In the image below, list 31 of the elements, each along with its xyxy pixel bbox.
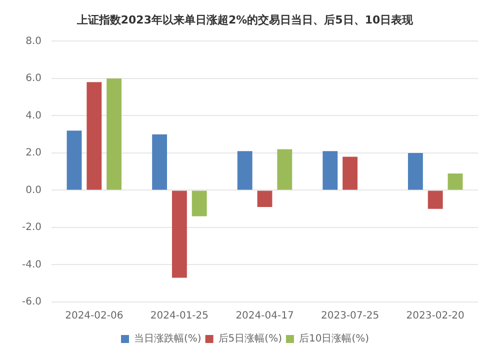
y-tick-label: 8.0 xyxy=(26,36,42,47)
bar xyxy=(237,151,252,190)
x-tick-label: 2023-07-25 xyxy=(320,310,380,322)
y-tick-label: -2.0 xyxy=(22,222,42,234)
bar xyxy=(448,173,463,190)
legend-label: 当日涨跌幅(%) xyxy=(134,332,202,345)
y-tick-label: 4.0 xyxy=(26,110,42,122)
bar xyxy=(408,152,423,190)
bar xyxy=(192,190,207,216)
bar xyxy=(152,134,168,190)
bar xyxy=(106,78,122,190)
x-tick-label: 2023-02-20 xyxy=(406,310,464,322)
legend-label: 后10日涨幅(%) xyxy=(298,332,370,345)
bar xyxy=(172,190,187,278)
y-tick-label: 6.0 xyxy=(26,73,42,84)
y-tick-label: -4.0 xyxy=(22,259,42,270)
x-tick-label: 2024-02-06 xyxy=(65,310,124,322)
bar xyxy=(322,151,338,190)
bar xyxy=(66,130,82,190)
bar xyxy=(428,190,443,209)
chart-title: 上证指数2023年以来单日涨超2%的交易日当日、后5日、10日表现 xyxy=(76,13,414,26)
bar xyxy=(342,156,358,190)
x-tick-label: 2024-01-25 xyxy=(150,310,209,322)
y-tick-label: -6.0 xyxy=(22,296,42,308)
legend-label: 后5日涨幅(%) xyxy=(218,332,282,345)
y-tick-label: 2.0 xyxy=(26,148,42,159)
x-tick-label: 2024-04-17 xyxy=(236,310,294,322)
bar xyxy=(257,190,272,207)
bar xyxy=(277,149,292,190)
bar xyxy=(86,82,102,190)
y-tick-label: 0.0 xyxy=(26,184,42,196)
